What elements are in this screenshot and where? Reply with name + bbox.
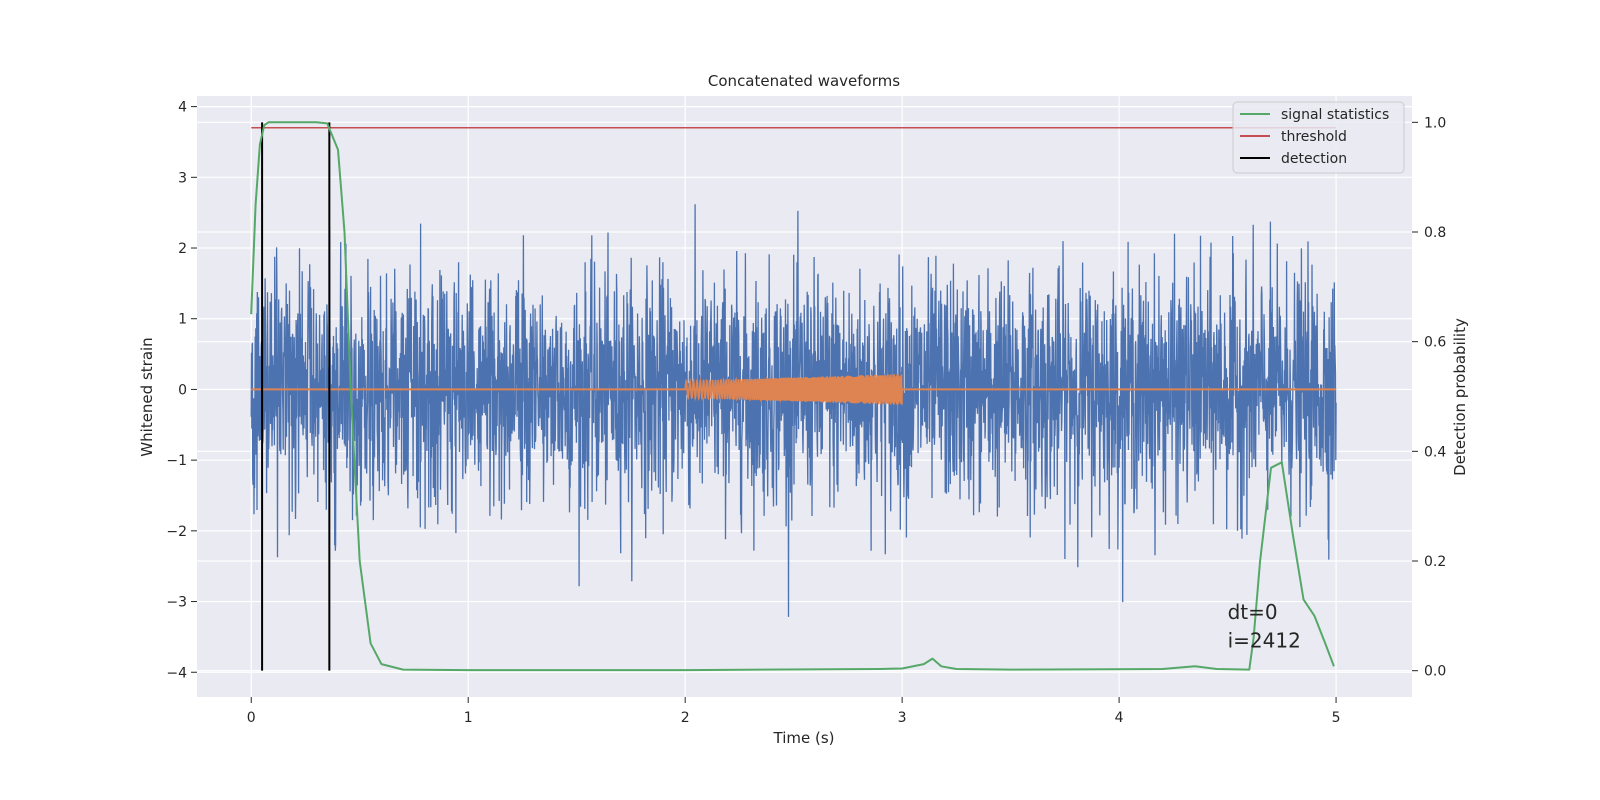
y-tick-label: −2 xyxy=(166,524,187,540)
x-tick-label: 2 xyxy=(681,710,690,726)
series-chirp-line xyxy=(684,374,903,405)
x-axis-label: Time (s) xyxy=(773,729,835,747)
y-tick-label: 3 xyxy=(178,170,187,186)
axes-layer: 0 1 2 3 4 5 −4 −3 −2 −1 0 1 2 3 4 0.0 0.2 0.4 0.6 0.8 1.0 xyxy=(166,100,1446,726)
y-right-tick-label: 0.0 xyxy=(1424,664,1446,680)
y-right-tick-label: 1.0 xyxy=(1424,115,1446,131)
annotation-text: dt=0 xyxy=(1228,600,1278,624)
legend-label: threshold xyxy=(1281,129,1347,145)
legend-label: signal statistics xyxy=(1281,107,1389,123)
y-tick-label: −1 xyxy=(166,453,187,469)
legend-box xyxy=(1232,101,1405,174)
y-tick-label: 4 xyxy=(178,100,187,116)
x-tick-label: 0 xyxy=(247,710,256,726)
x-tick-label: 5 xyxy=(1332,710,1341,726)
y-right-tick-label: 0.2 xyxy=(1424,554,1446,570)
x-tick-label: 4 xyxy=(1115,710,1124,726)
legend: signal statistics threshold detection xyxy=(1232,101,1405,174)
chart-title: Concatenated waveforms xyxy=(708,72,900,90)
y-tick-label: −4 xyxy=(166,665,187,681)
y-right-tick-label: 0.8 xyxy=(1424,225,1446,241)
y-right-tick-label: 0.6 xyxy=(1424,335,1446,351)
y-tick-label: 1 xyxy=(178,312,187,328)
y-tick-label: 0 xyxy=(178,382,187,398)
series-signal-statistics-line xyxy=(250,121,1335,672)
y-tick-label: −3 xyxy=(166,595,187,611)
annotations: dt=0 i=2412 xyxy=(1228,600,1301,652)
annotation-text: i=2412 xyxy=(1228,629,1301,653)
series-noise-line xyxy=(250,204,1337,617)
y-axis-label: Whitened strain xyxy=(138,337,156,456)
y-tick-label: 2 xyxy=(178,241,187,257)
x-tick-label: 3 xyxy=(898,710,907,726)
legend-label: detection xyxy=(1281,151,1347,167)
x-tick-label: 1 xyxy=(464,710,473,726)
y-right-tick-label: 0.4 xyxy=(1424,444,1446,460)
y-axis-right-label: Detection probability xyxy=(1451,318,1469,476)
series-layer xyxy=(250,121,1337,672)
